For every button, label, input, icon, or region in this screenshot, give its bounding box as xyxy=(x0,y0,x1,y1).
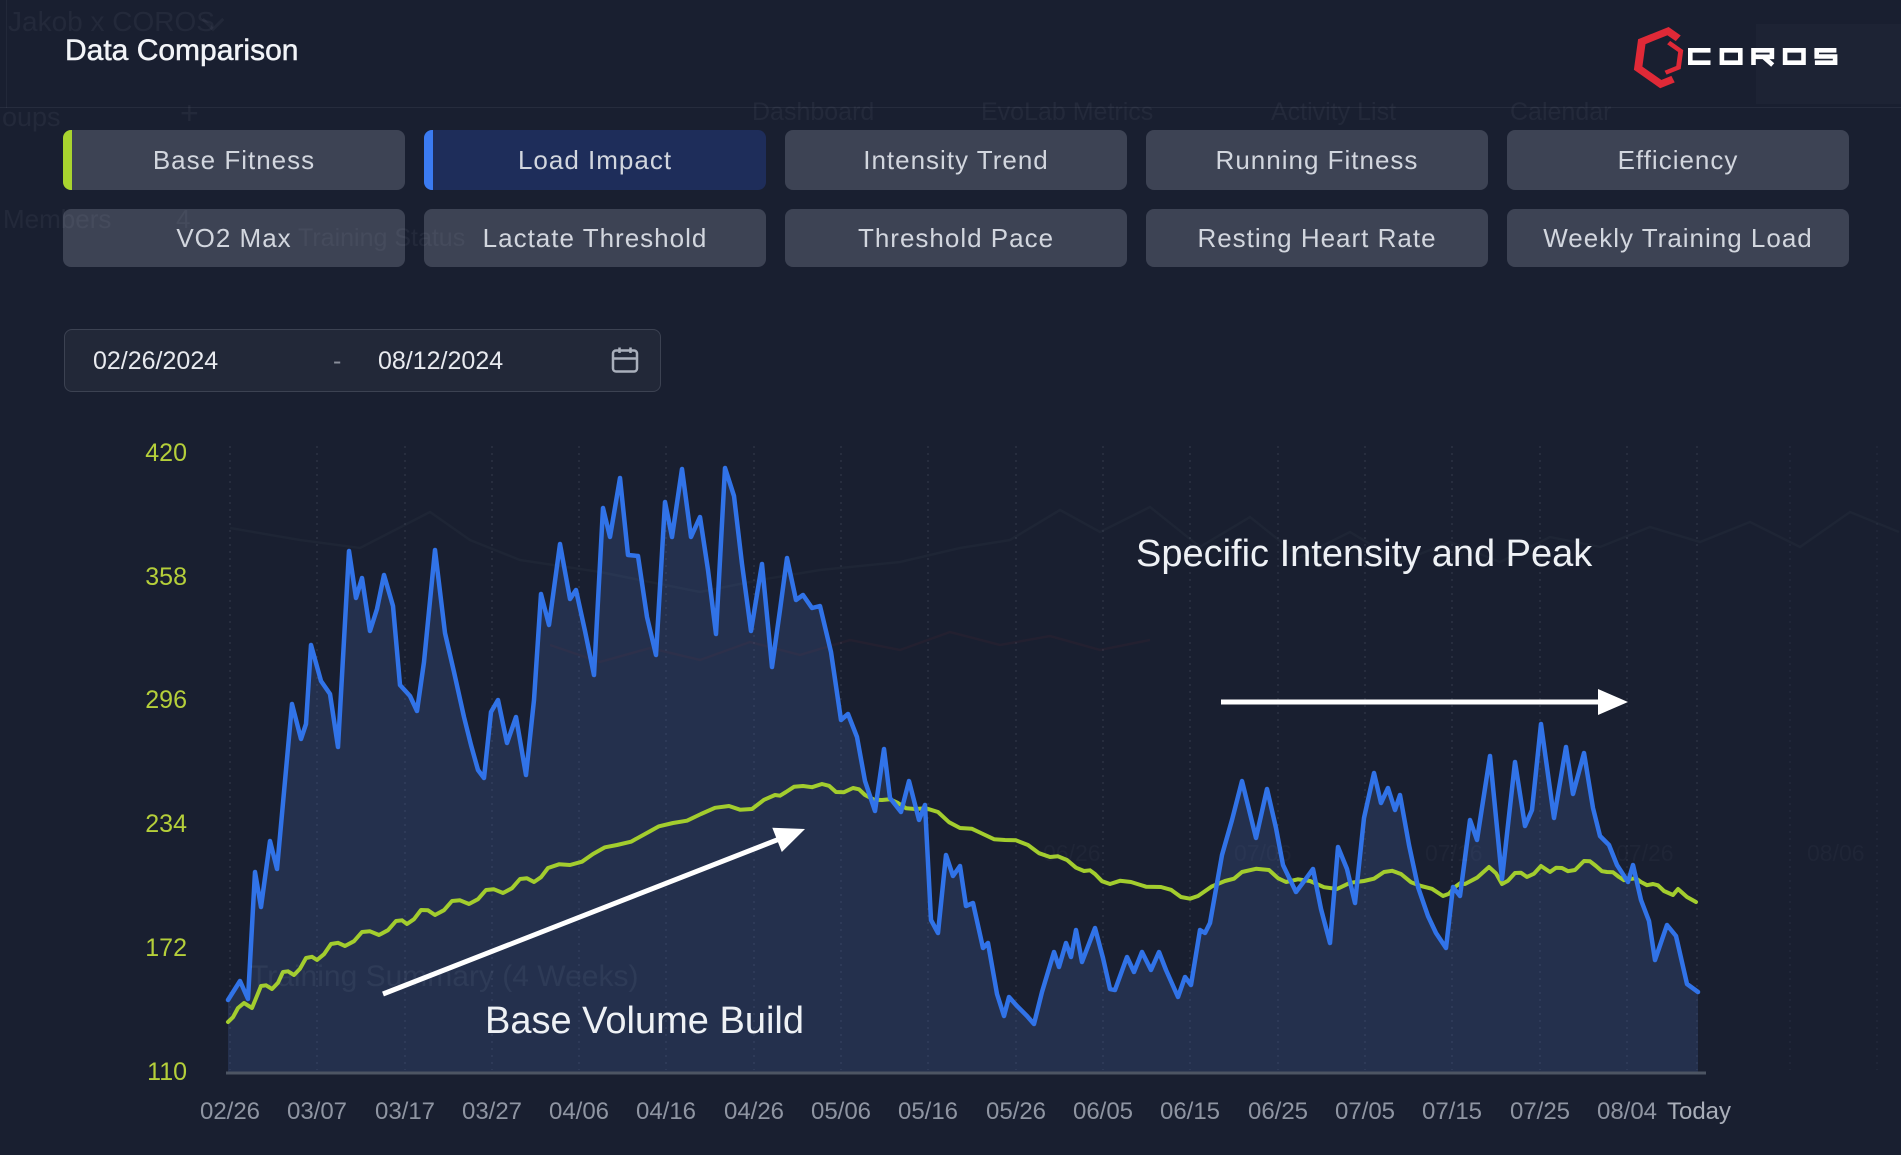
svg-text:05/06: 05/06 xyxy=(811,1098,871,1125)
svg-text:02/26: 02/26 xyxy=(200,1098,260,1125)
svg-text:06/05: 06/05 xyxy=(1073,1098,1133,1125)
svg-text:03/17: 03/17 xyxy=(375,1098,435,1125)
svg-text:172: 172 xyxy=(145,934,187,962)
svg-text:03/27: 03/27 xyxy=(462,1098,522,1125)
svg-text:04/26: 04/26 xyxy=(724,1098,784,1125)
svg-text:03/07: 03/07 xyxy=(287,1098,347,1125)
svg-text:06/15: 06/15 xyxy=(1160,1098,1220,1125)
svg-text:420: 420 xyxy=(145,439,187,467)
svg-text:05/16: 05/16 xyxy=(898,1098,958,1125)
svg-text:296: 296 xyxy=(145,686,187,714)
svg-text:07/05: 07/05 xyxy=(1335,1098,1395,1125)
svg-text:358: 358 xyxy=(145,563,187,591)
svg-text:05/26: 05/26 xyxy=(986,1098,1046,1125)
svg-text:Specific Intensity and Peak: Specific Intensity and Peak xyxy=(1136,533,1593,575)
svg-text:234: 234 xyxy=(145,810,187,838)
svg-text:08/04: 08/04 xyxy=(1597,1098,1657,1125)
svg-text:04/16: 04/16 xyxy=(636,1098,696,1125)
svg-text:06/25: 06/25 xyxy=(1248,1098,1308,1125)
svg-text:110: 110 xyxy=(147,1058,187,1086)
svg-text:Base Volume Build: Base Volume Build xyxy=(485,1000,804,1042)
svg-text:07/15: 07/15 xyxy=(1422,1098,1482,1125)
svg-text:Today: Today xyxy=(1667,1098,1731,1125)
svg-text:04/06: 04/06 xyxy=(549,1098,609,1125)
svg-text:07/25: 07/25 xyxy=(1510,1098,1570,1125)
